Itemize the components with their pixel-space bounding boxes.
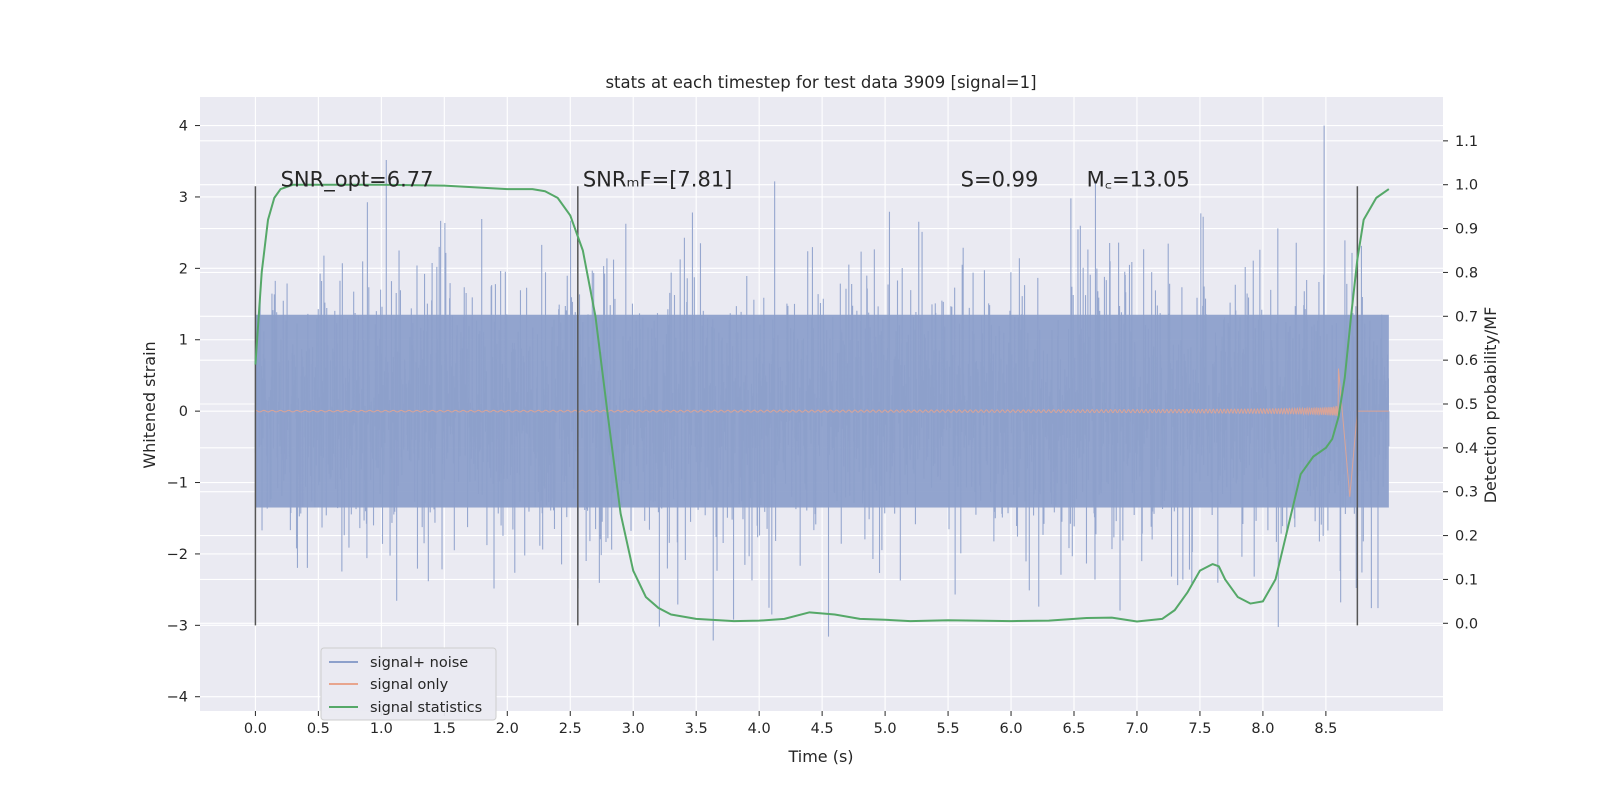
- x-axis-label: Time (s): [787, 747, 853, 766]
- y-tick-label-right: 0.1: [1455, 572, 1478, 588]
- y-tick-label-right: 1.0: [1455, 178, 1478, 194]
- x-tick-label: 0.0: [244, 721, 267, 737]
- x-tick-label: 4.5: [811, 721, 834, 737]
- x-tick-label: 3.5: [685, 721, 708, 737]
- y-tick-label-right: 0.3: [1455, 485, 1478, 501]
- y-tick-label-right: 0.8: [1455, 265, 1478, 281]
- x-tick-label: 6.0: [1000, 721, 1023, 737]
- y-tick-label-right: 1.1: [1455, 134, 1478, 150]
- x-tick-label: 8.5: [1314, 721, 1337, 737]
- y-tick-label-left: −4: [167, 690, 188, 706]
- y-tick-label-right: 0.9: [1455, 222, 1478, 238]
- x-tick-label: 5.5: [937, 721, 960, 737]
- y-tick-label-left: 4: [179, 119, 188, 135]
- x-tick-label: 4.0: [748, 721, 771, 737]
- legend-box: [320, 647, 497, 721]
- x-tick-label: 2.0: [496, 721, 519, 737]
- y-tick-label-left: −3: [167, 618, 188, 634]
- y-tick-label-right: 0.6: [1455, 353, 1478, 369]
- legend-label-signal-only: signal only: [370, 677, 449, 693]
- signal-only-series: [255, 368, 1389, 497]
- signal-statistics-line: [254, 183, 1390, 623]
- x-tick-label: 8.0: [1251, 721, 1274, 737]
- signal-only-line: [255, 368, 1389, 497]
- annotation-label: SNR_opt=6.77: [281, 168, 434, 193]
- legend-label-signal-noise: signal+ noise: [370, 655, 468, 671]
- x-tick-label: 7.0: [1125, 721, 1148, 737]
- x-tick-label: 5.0: [874, 721, 897, 737]
- x-tick-label: 7.5: [1188, 721, 1211, 737]
- chart-title: stats at each timestep for test data 390…: [605, 73, 1036, 92]
- y-axis-label-right: Detection probability/MF: [1481, 307, 1500, 504]
- y-tick-label-right: 0.5: [1455, 397, 1478, 413]
- y-tick-label-left: −2: [167, 547, 188, 563]
- legend: signal+ noise signal only signal statist…: [320, 647, 497, 721]
- y-tick-label-left: 0: [179, 404, 188, 420]
- annotation-label: M꜀=13.05: [1087, 168, 1190, 192]
- axis-ticks: 0.0 0.5 1.0 1.5 2.0 2.5 3.0 3.5 4.0 4.5 5.0 5.5 6.0 6…: [167, 119, 1478, 737]
- x-tick-label: 0.5: [307, 721, 330, 737]
- y-tick-label-right: 0.7: [1455, 309, 1478, 325]
- y-tick-label-left: −1: [167, 476, 188, 492]
- x-tick-label: 3.0: [622, 721, 645, 737]
- annotations: SNR_opt=6.77 SNRₘF=[7.81] S=0.99 M꜀=13.05: [281, 168, 1190, 193]
- annotation-label: S=0.99: [961, 168, 1039, 192]
- y-axis-label-left: Whitened strain: [140, 341, 159, 468]
- signal-statistics-series: [254, 183, 1390, 623]
- y-tick-label-left: 1: [179, 333, 188, 349]
- x-tick-label: 1.0: [370, 721, 393, 737]
- legend-label-signal-statistics: signal statistics: [370, 700, 482, 716]
- y-tick-label-left: 3: [179, 190, 188, 206]
- x-tick-label: 1.5: [433, 721, 456, 737]
- x-tick-label: 6.5: [1062, 721, 1085, 737]
- y-tick-label-right: 0.4: [1455, 441, 1478, 457]
- annotation-label: SNRₘF=[7.81]: [583, 168, 733, 192]
- x-tick-label: 2.5: [559, 721, 582, 737]
- y-tick-label-right: 0.2: [1455, 529, 1478, 545]
- y-tick-label-right: 0.0: [1455, 616, 1478, 632]
- y-tick-label-left: 2: [179, 261, 188, 277]
